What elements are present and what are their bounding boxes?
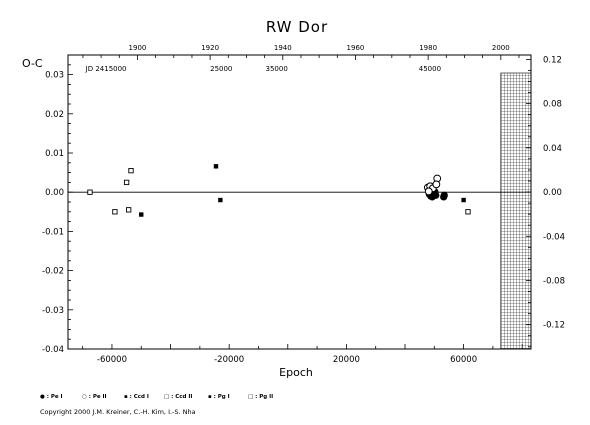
right-tick-label: 0.04 (543, 144, 562, 154)
future-shaded-region (500, 72, 532, 350)
y-tick-label: -0.01 (42, 227, 64, 237)
data-point-pe-ii (424, 187, 433, 196)
jd-label: JD 2415000 (85, 65, 127, 73)
y-tick-label: 0.03 (45, 71, 64, 81)
jd-label: 25000 (210, 65, 232, 73)
year-tick-label: 1940 (274, 44, 292, 52)
x-tick-label: -20000 (214, 355, 244, 365)
right-tick-label: 0.00 (543, 188, 562, 198)
data-point-pg-ii (87, 189, 93, 195)
jd-label: 45000 (419, 65, 441, 73)
x-axis-title: Epoch (279, 366, 313, 379)
x-tick-label: -60000 (97, 355, 127, 365)
chart-title: RW Dor (266, 18, 328, 36)
jd-label: 35000 (266, 65, 288, 73)
data-point-pg-ii (128, 167, 134, 174)
y-tick-label: -0.02 (42, 267, 64, 277)
legend-entry: ○ : Pe II (82, 394, 107, 400)
year-tick-label: 1980 (419, 44, 437, 52)
year-tick-label: 1900 (129, 44, 147, 52)
copyright-text: Copyright 2000 J.M. Kreiner, C.-H. Kim, … (40, 408, 196, 416)
legend-entry: ● : Pe I (40, 394, 63, 400)
right-tick-label: 0.08 (543, 100, 562, 110)
right-tick-label: -0.12 (543, 321, 565, 331)
x-tick-label: 60000 (450, 355, 477, 365)
data-point-ccd-ii (465, 209, 471, 215)
y-tick-label: 0.02 (45, 110, 64, 120)
x-tick-label: 20000 (333, 355, 360, 365)
right-tick-label: -0.08 (543, 276, 565, 286)
year-tick-label: 1920 (201, 44, 219, 52)
data-point-pe-i (432, 191, 440, 199)
y-axis-title: O-C (22, 57, 43, 70)
legend-entry: ▪ : Pg I (208, 394, 230, 400)
right-tick-label: -0.04 (543, 232, 565, 242)
y-tick-label: -0.04 (42, 345, 64, 355)
legend-entry: □ : Pg II (248, 394, 273, 400)
y-tick-label: -0.03 (42, 306, 64, 316)
data-point-pg-i (139, 212, 144, 217)
legend-entry: ▪ : Ccd I (124, 394, 149, 400)
year-tick-label: 2000 (492, 44, 510, 52)
data-point-pe-ii (432, 180, 441, 189)
data-point-pg-ii (123, 179, 130, 186)
legend-entry: □ : Ccd II (164, 394, 192, 400)
y-tick-label: 0.00 (45, 188, 64, 198)
data-point-pg-i (218, 197, 223, 203)
right-tick-label: 0.12 (543, 55, 562, 65)
data-point-pg-i (213, 164, 219, 169)
data-point-pe-i (440, 191, 448, 199)
data-point-pg-ii (112, 209, 118, 215)
data-point-ccd-i (461, 197, 466, 203)
y-tick-label: 0.01 (45, 149, 64, 159)
year-tick-label: 1960 (347, 44, 365, 52)
data-point-pg-ii (126, 207, 132, 213)
